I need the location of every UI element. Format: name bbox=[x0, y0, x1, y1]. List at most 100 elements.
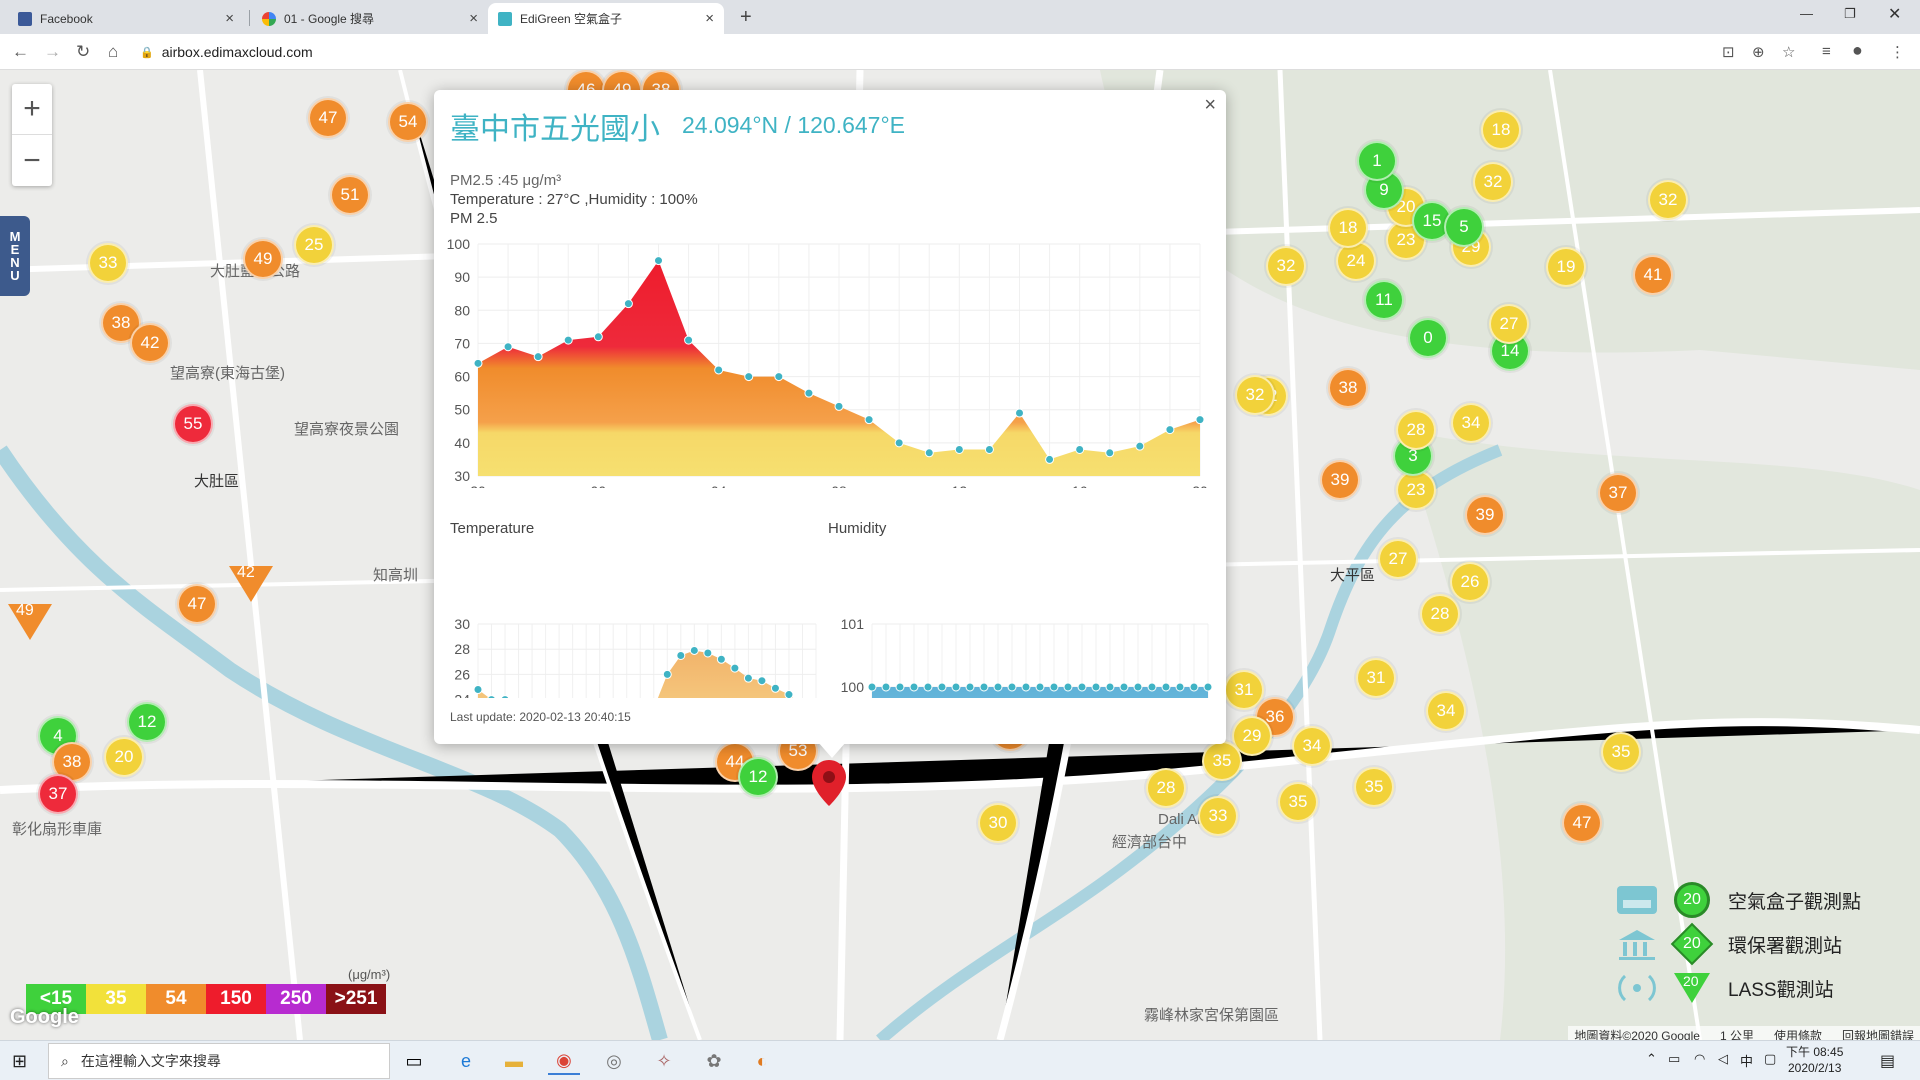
pm25-station-marker[interactable]: 32 bbox=[1235, 375, 1275, 415]
ime-indicator[interactable]: 中 bbox=[1740, 1054, 1754, 1069]
pm25-station-marker[interactable]: 28 bbox=[1396, 410, 1436, 450]
close-icon[interactable]: × bbox=[1204, 94, 1216, 116]
edge-icon[interactable]: e bbox=[460, 1050, 471, 1071]
new-tab-button[interactable]: + bbox=[740, 6, 752, 28]
pm25-station-marker[interactable]: 39 bbox=[1465, 495, 1505, 535]
pm25-station-marker[interactable]: 47 bbox=[308, 98, 348, 138]
pm25-station-marker[interactable]: 32 bbox=[1648, 180, 1688, 220]
home-icon[interactable]: ⌂ bbox=[108, 42, 119, 61]
tab-edigreen[interactable]: EdiGreen 空氣盒子 × bbox=[488, 3, 724, 34]
pm25-station-marker[interactable]: 32 bbox=[1266, 246, 1306, 286]
pm25-station-marker[interactable]: 28 bbox=[1146, 768, 1186, 808]
pm25-station-marker[interactable]: 47 bbox=[177, 584, 217, 624]
star-icon[interactable]: ☆ bbox=[1782, 44, 1796, 61]
taskbar-search[interactable]: ⌕ 在這裡輸入文字來搜尋 bbox=[48, 1043, 390, 1079]
battery-icon[interactable]: ▭ bbox=[1668, 1051, 1681, 1066]
pm25-station-marker[interactable]: 18 bbox=[1328, 208, 1368, 248]
tray-chevron-icon[interactable]: ⌃ bbox=[1646, 1051, 1657, 1066]
legend-lass[interactable]: 20 LASS觀測站 bbox=[1614, 966, 1914, 1010]
zoom-icon[interactable]: ⊕ bbox=[1752, 44, 1765, 61]
pm25-station-marker[interactable]: 20 bbox=[104, 737, 144, 777]
file-explorer-icon[interactable]: ▬ bbox=[505, 1050, 523, 1071]
pm25-station-marker[interactable]: 42 bbox=[130, 323, 170, 363]
pm25-station-marker[interactable]: 0 bbox=[1408, 318, 1448, 358]
pm25-station-marker[interactable]: 35 bbox=[1354, 767, 1394, 807]
pm25-station-marker[interactable]: 27 bbox=[1489, 304, 1529, 344]
pm25-station-marker[interactable]: 47 bbox=[1562, 803, 1602, 843]
translate-icon[interactable]: ⊡ bbox=[1722, 44, 1735, 61]
pm25-station-marker[interactable]: 49 bbox=[243, 239, 283, 279]
pm25-station-marker[interactable]: 35 bbox=[1202, 741, 1242, 781]
menu-icon[interactable]: ⋮ bbox=[1890, 44, 1905, 61]
pm25-station-marker[interactable]: 34 bbox=[1292, 726, 1332, 766]
close-tab-icon[interactable]: × bbox=[469, 10, 478, 27]
app-icon[interactable]: ✿ bbox=[706, 1050, 722, 1071]
pm25-station-marker[interactable]: 12 bbox=[738, 757, 778, 797]
tab-facebook[interactable]: Facebook × bbox=[8, 3, 244, 34]
minimize-button[interactable]: — bbox=[1800, 6, 1813, 21]
triangle-marker[interactable] bbox=[8, 604, 52, 640]
reload-icon[interactable]: ↻ bbox=[76, 42, 91, 61]
pm25-station-marker[interactable]: 37 bbox=[38, 774, 78, 814]
pm25-station-marker[interactable]: 5 bbox=[1444, 207, 1484, 247]
pm25-station-marker[interactable]: 38 bbox=[101, 303, 141, 343]
pm25-station-marker[interactable]: 39 bbox=[1320, 460, 1360, 500]
close-tab-icon[interactable]: × bbox=[225, 10, 234, 27]
pm25-station-marker[interactable]: 25 bbox=[294, 225, 334, 265]
keyboard-icon[interactable]: ▢ bbox=[1764, 1051, 1777, 1066]
address-bar[interactable]: 🔒 airbox.edimaxcloud.com bbox=[140, 38, 1880, 66]
volume-icon[interactable]: ◁ bbox=[1718, 1051, 1728, 1066]
pm25-station-marker[interactable]: 38 bbox=[1328, 368, 1368, 408]
pm25-station-marker[interactable]: 34 bbox=[1426, 691, 1466, 731]
pm25-station-marker[interactable]: 34 bbox=[1451, 403, 1491, 443]
pm25-station-marker[interactable]: 12 bbox=[127, 702, 167, 742]
pm25-station-marker[interactable]: 33 bbox=[1198, 796, 1238, 836]
pm25-station-marker[interactable]: 1 bbox=[1357, 141, 1397, 181]
task-view-icon[interactable]: ▭ bbox=[405, 1050, 423, 1071]
legend-airbox[interactable]: 20 空氣盒子觀測點 bbox=[1614, 878, 1914, 922]
terms-link[interactable]: 使用條款 bbox=[1773, 1029, 1822, 1040]
pm25-station-marker[interactable]: 19 bbox=[1546, 247, 1586, 287]
pm25-station-marker[interactable]: 35 bbox=[1601, 732, 1641, 772]
pm25-station-marker[interactable]: 55 bbox=[173, 404, 213, 444]
pm25-station-marker[interactable]: 32 bbox=[1473, 162, 1513, 202]
close-window-button[interactable]: ✕ bbox=[1888, 6, 1902, 23]
media-icon[interactable]: ≡ bbox=[1822, 43, 1831, 60]
triangle-marker[interactable] bbox=[229, 566, 273, 602]
back-icon[interactable]: ← bbox=[12, 42, 29, 61]
pm25-station-marker[interactable]: 35 bbox=[1278, 782, 1318, 822]
map-canvas[interactable]: 大肚藍色公路 望高寮(東海古堡) 望高寮夜景公園 大肚區 知高圳 彰化扇形車庫 … bbox=[0, 70, 1920, 1040]
location-pin-icon[interactable] bbox=[812, 760, 846, 806]
pm25-station-marker[interactable]: 26 bbox=[1450, 562, 1490, 602]
app-icon[interactable]: ◐ bbox=[756, 1050, 768, 1071]
pm25-station-marker[interactable]: 27 bbox=[1378, 539, 1418, 579]
pm25-station-marker[interactable]: 18 bbox=[1481, 110, 1521, 150]
close-tab-icon[interactable]: × bbox=[705, 10, 714, 27]
pm25-station-marker[interactable]: 41 bbox=[1633, 255, 1673, 295]
profile-icon[interactable]: ● bbox=[1852, 40, 1863, 60]
notification-icon[interactable]: ▤ bbox=[1880, 1053, 1896, 1070]
zoom-in-button[interactable]: + bbox=[12, 84, 52, 135]
pm25-station-marker[interactable]: 31 bbox=[1224, 670, 1264, 710]
forward-icon[interactable]: → bbox=[44, 42, 61, 61]
pm25-station-marker[interactable]: 23 bbox=[1396, 470, 1436, 510]
chrome-icon[interactable]: ◉ bbox=[548, 1047, 580, 1075]
pm25-station-marker[interactable]: 33 bbox=[88, 243, 128, 283]
maximize-button[interactable]: ❐ bbox=[1844, 6, 1856, 21]
wifi-icon[interactable]: ◠ bbox=[1694, 1051, 1706, 1066]
pm25-station-marker[interactable]: 30 bbox=[978, 803, 1018, 843]
pm25-station-marker[interactable]: 37 bbox=[1598, 473, 1638, 513]
app-icon[interactable]: ◎ bbox=[606, 1050, 622, 1071]
pm25-station-marker[interactable]: 51 bbox=[330, 175, 370, 215]
legend-epa[interactable]: 20 環保署觀測站 bbox=[1614, 922, 1914, 966]
zoom-out-button[interactable]: − bbox=[23, 143, 41, 177]
system-clock[interactable]: 下午 08:45 2020/2/13 bbox=[1786, 1045, 1844, 1075]
report-link[interactable]: 回報地圖錯誤 bbox=[1841, 1029, 1914, 1040]
app-icon[interactable]: ✧ bbox=[656, 1050, 672, 1071]
pm25-station-marker[interactable]: 54 bbox=[388, 102, 428, 142]
windows-start-icon[interactable]: ⊞ bbox=[12, 1051, 28, 1071]
pm25-station-marker[interactable]: 11 bbox=[1364, 280, 1404, 320]
pm25-station-marker[interactable]: 28 bbox=[1420, 594, 1460, 634]
tab-google[interactable]: 01 - Google 搜尋 × bbox=[252, 3, 488, 34]
